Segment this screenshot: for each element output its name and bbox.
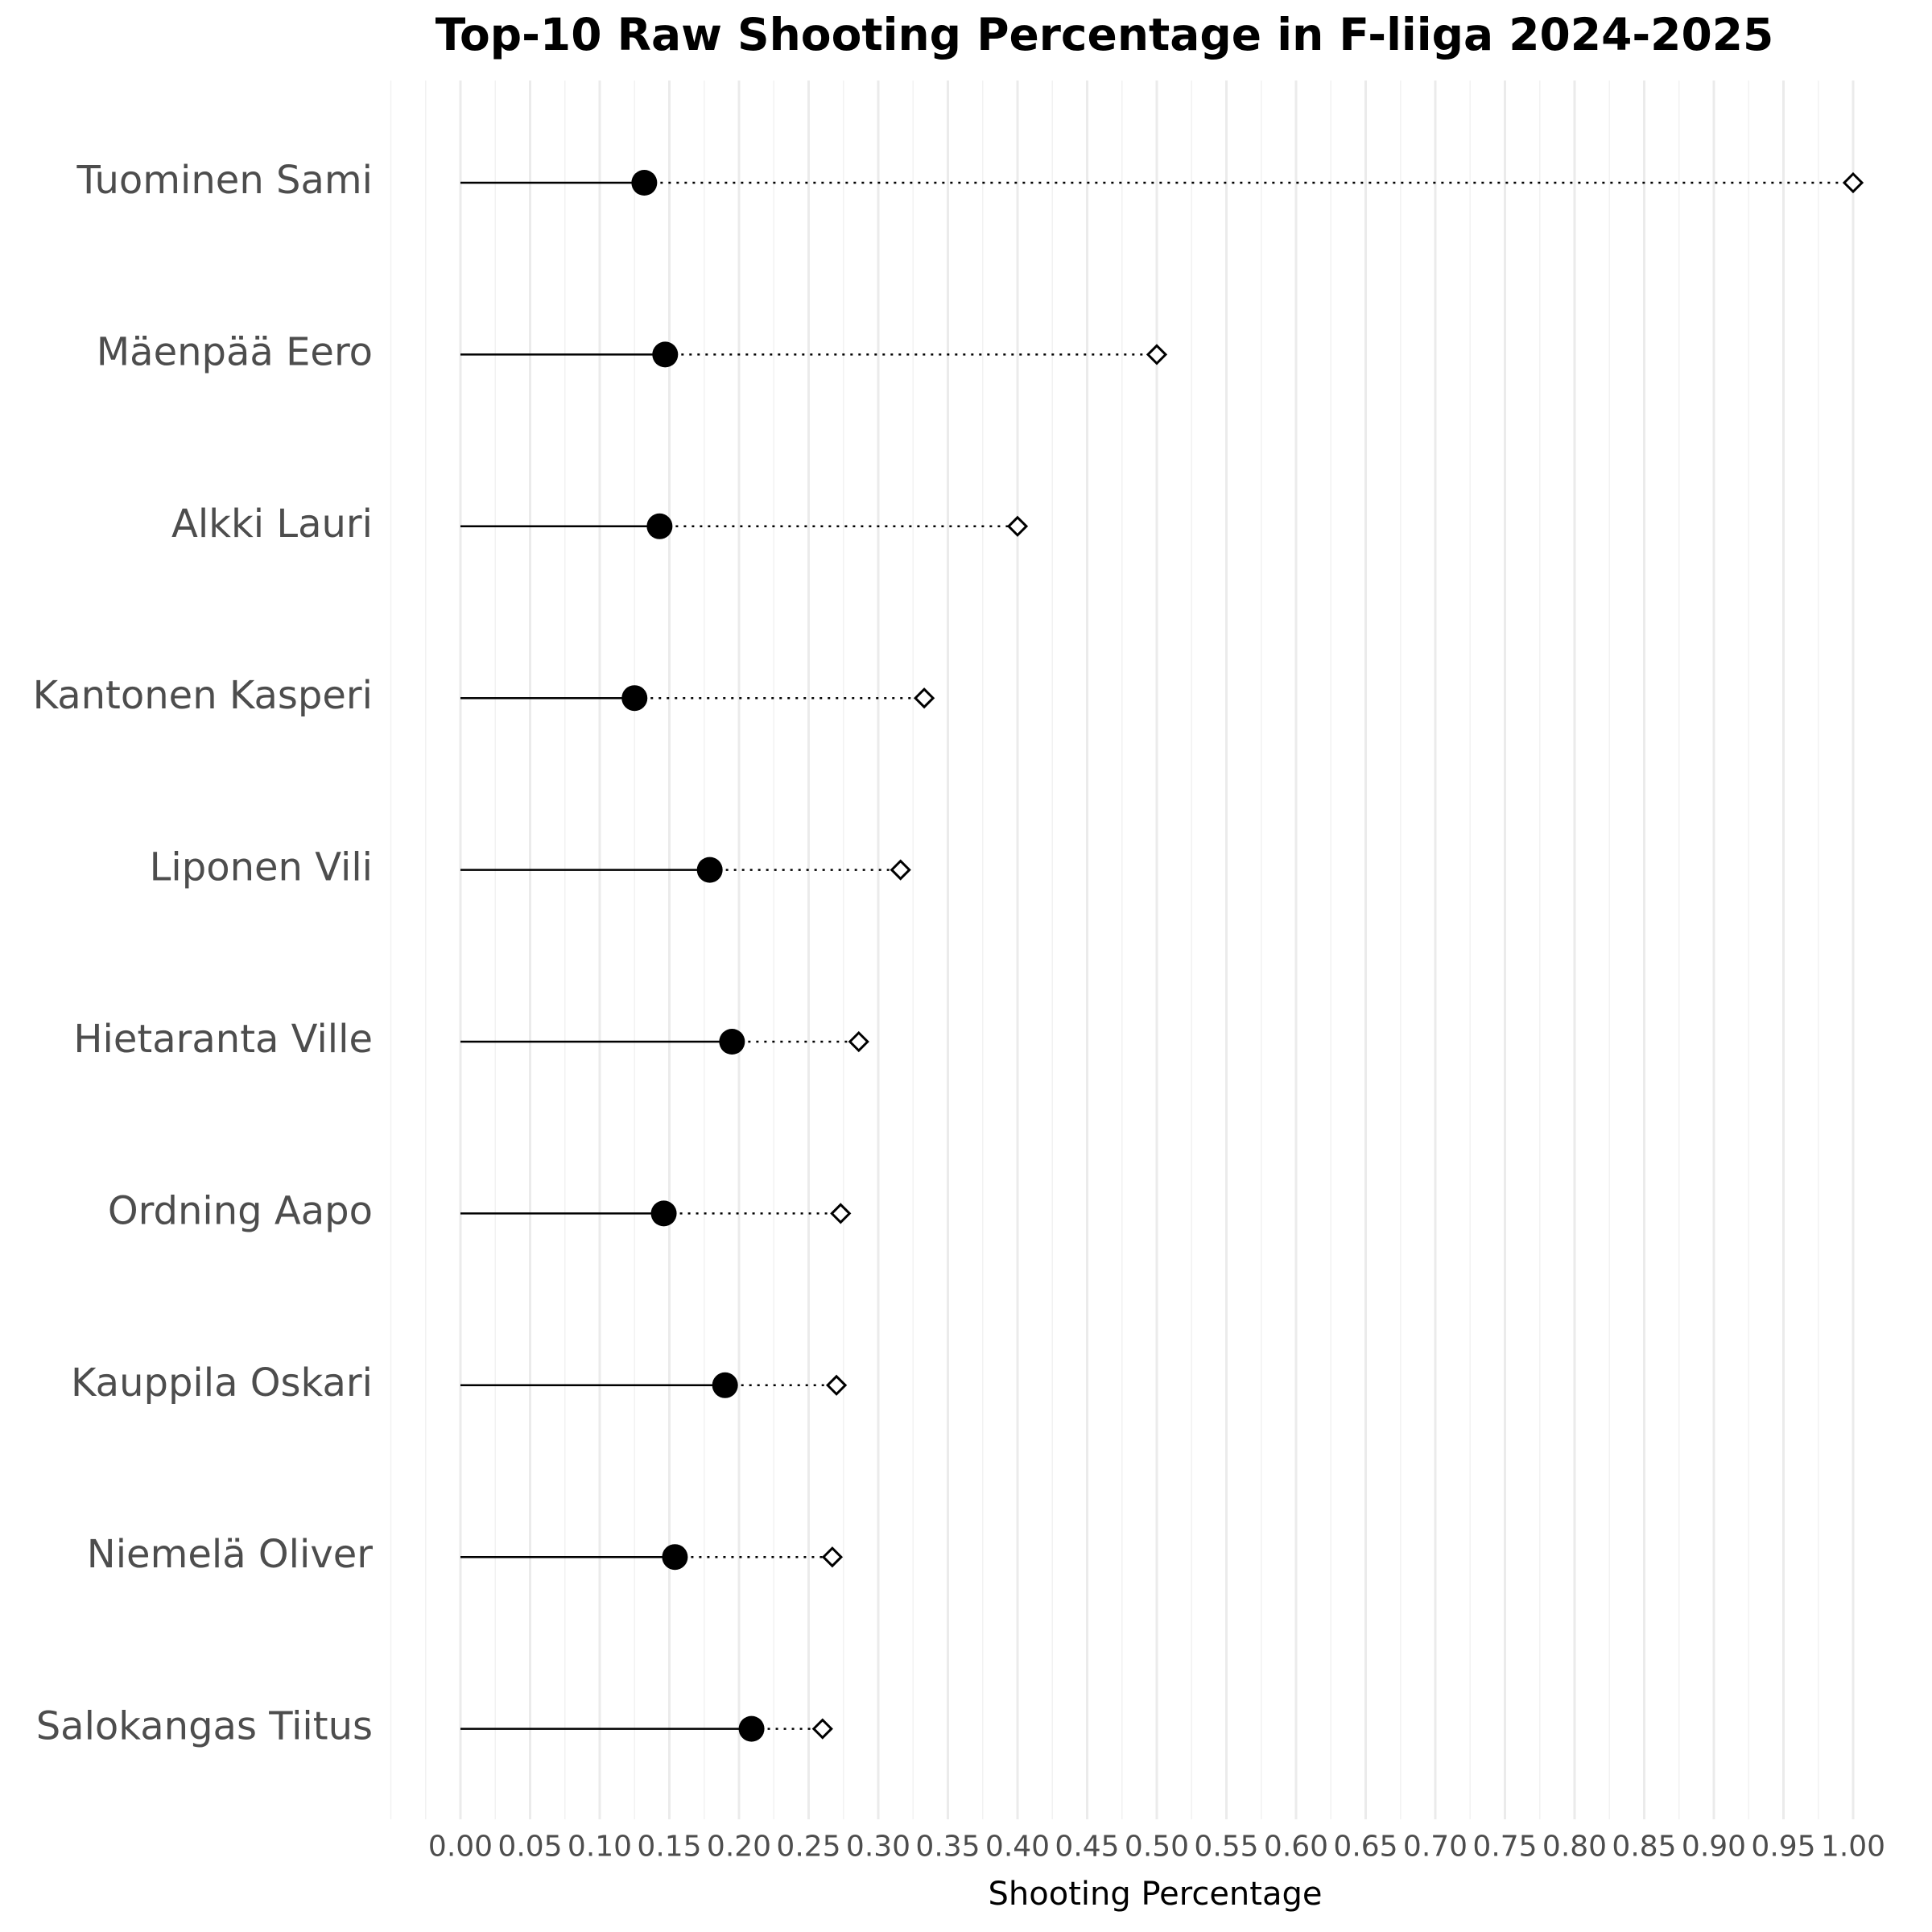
diamond-point: [830, 1203, 852, 1224]
category-label: Tuominen Sami: [76, 158, 373, 203]
x-tick-label: 0.30: [846, 1831, 910, 1864]
x-tick-label: 0.70: [1403, 1831, 1468, 1864]
category-label: Alkki Lauri: [171, 502, 373, 547]
x-tick-label: 0.55: [1194, 1831, 1258, 1864]
circle-point: [696, 857, 723, 883]
circle-point: [621, 685, 648, 712]
x-tick-label: 0.90: [1682, 1831, 1746, 1864]
x-tick-label: 0.95: [1751, 1831, 1815, 1864]
x-tick-label: 0.15: [637, 1831, 701, 1864]
data-row: Hietaranta Ville: [73, 1017, 869, 1062]
data-row: Niemelä Oliver: [87, 1532, 844, 1577]
category-label: Ordning Aapo: [108, 1188, 373, 1233]
x-tick-label: 0.10: [568, 1831, 632, 1864]
data-row: Tuominen Sami: [76, 158, 1864, 203]
grid-lines: [390, 80, 1855, 1819]
diamond-point: [1006, 515, 1029, 537]
x-tick-label: 0.00: [428, 1831, 493, 1864]
x-tick-label: 0.40: [985, 1831, 1050, 1864]
diamond-point: [811, 1718, 833, 1740]
category-label: Liponen Vili: [150, 845, 373, 890]
circle-point: [719, 1029, 745, 1055]
circle-point: [738, 1715, 765, 1742]
x-tick-label: 0.05: [497, 1831, 562, 1864]
x-tick-label: 0.45: [1055, 1831, 1119, 1864]
x-tick-labels: 0.00 0.05 0.10 0.15 0.20 0.25 0.30 0.35 0.40 0.45…: [428, 1831, 1885, 1864]
circle-point: [662, 1544, 688, 1571]
x-tick-label: 0.75: [1472, 1831, 1537, 1864]
diamond-point: [1146, 344, 1168, 365]
category-label: Mäenpää Eero: [97, 329, 373, 374]
diamond-point: [821, 1546, 844, 1568]
diamond-point: [913, 687, 935, 709]
x-tick-label: 0.85: [1612, 1831, 1676, 1864]
circle-point: [631, 170, 658, 196]
diamond-point: [890, 859, 911, 881]
diamond-point: [848, 1030, 869, 1053]
category-label: Salokangas Tiitus: [36, 1704, 373, 1749]
x-tick-label: 0.80: [1542, 1831, 1607, 1864]
category-label: Kantonen Kasperi: [33, 673, 373, 718]
data-row: Liponen Vili: [150, 845, 911, 890]
x-tick-label: 1.00: [1821, 1831, 1885, 1864]
data-rows: Tuominen Sami Mäenpää Eero Alkki Lauri Kant…: [33, 158, 1864, 1749]
data-row: Kantonen Kasperi: [33, 673, 935, 718]
data-row: Salokangas Tiitus: [36, 1704, 833, 1749]
circle-point: [646, 513, 673, 539]
data-row: Mäenpää Eero: [97, 329, 1168, 374]
diamond-point: [1842, 171, 1864, 194]
x-tick-label: 0.50: [1125, 1831, 1189, 1864]
category-label: Hietaranta Ville: [73, 1017, 373, 1062]
data-row: Ordning Aapo: [108, 1188, 852, 1233]
x-tick-label: 0.20: [707, 1831, 771, 1864]
category-label: Kauppila Oskari: [71, 1360, 373, 1406]
data-row: Kauppila Oskari: [71, 1360, 848, 1406]
circle-point: [650, 1200, 677, 1227]
circle-point: [712, 1372, 738, 1398]
category-label: Niemelä Oliver: [87, 1532, 373, 1577]
x-axis-title: Shooting Percentage: [989, 1876, 1323, 1913]
x-tick-label: 0.25: [776, 1831, 840, 1864]
x-tick-label: 0.60: [1264, 1831, 1328, 1864]
chart-title: Top-10 Raw Shooting Percentage in F-liig…: [436, 9, 1774, 60]
x-tick-label: 0.35: [915, 1831, 980, 1864]
circle-point: [652, 341, 679, 368]
diamond-point: [825, 1374, 848, 1396]
x-tick-label: 0.65: [1333, 1831, 1397, 1864]
data-row: Alkki Lauri: [171, 502, 1029, 547]
